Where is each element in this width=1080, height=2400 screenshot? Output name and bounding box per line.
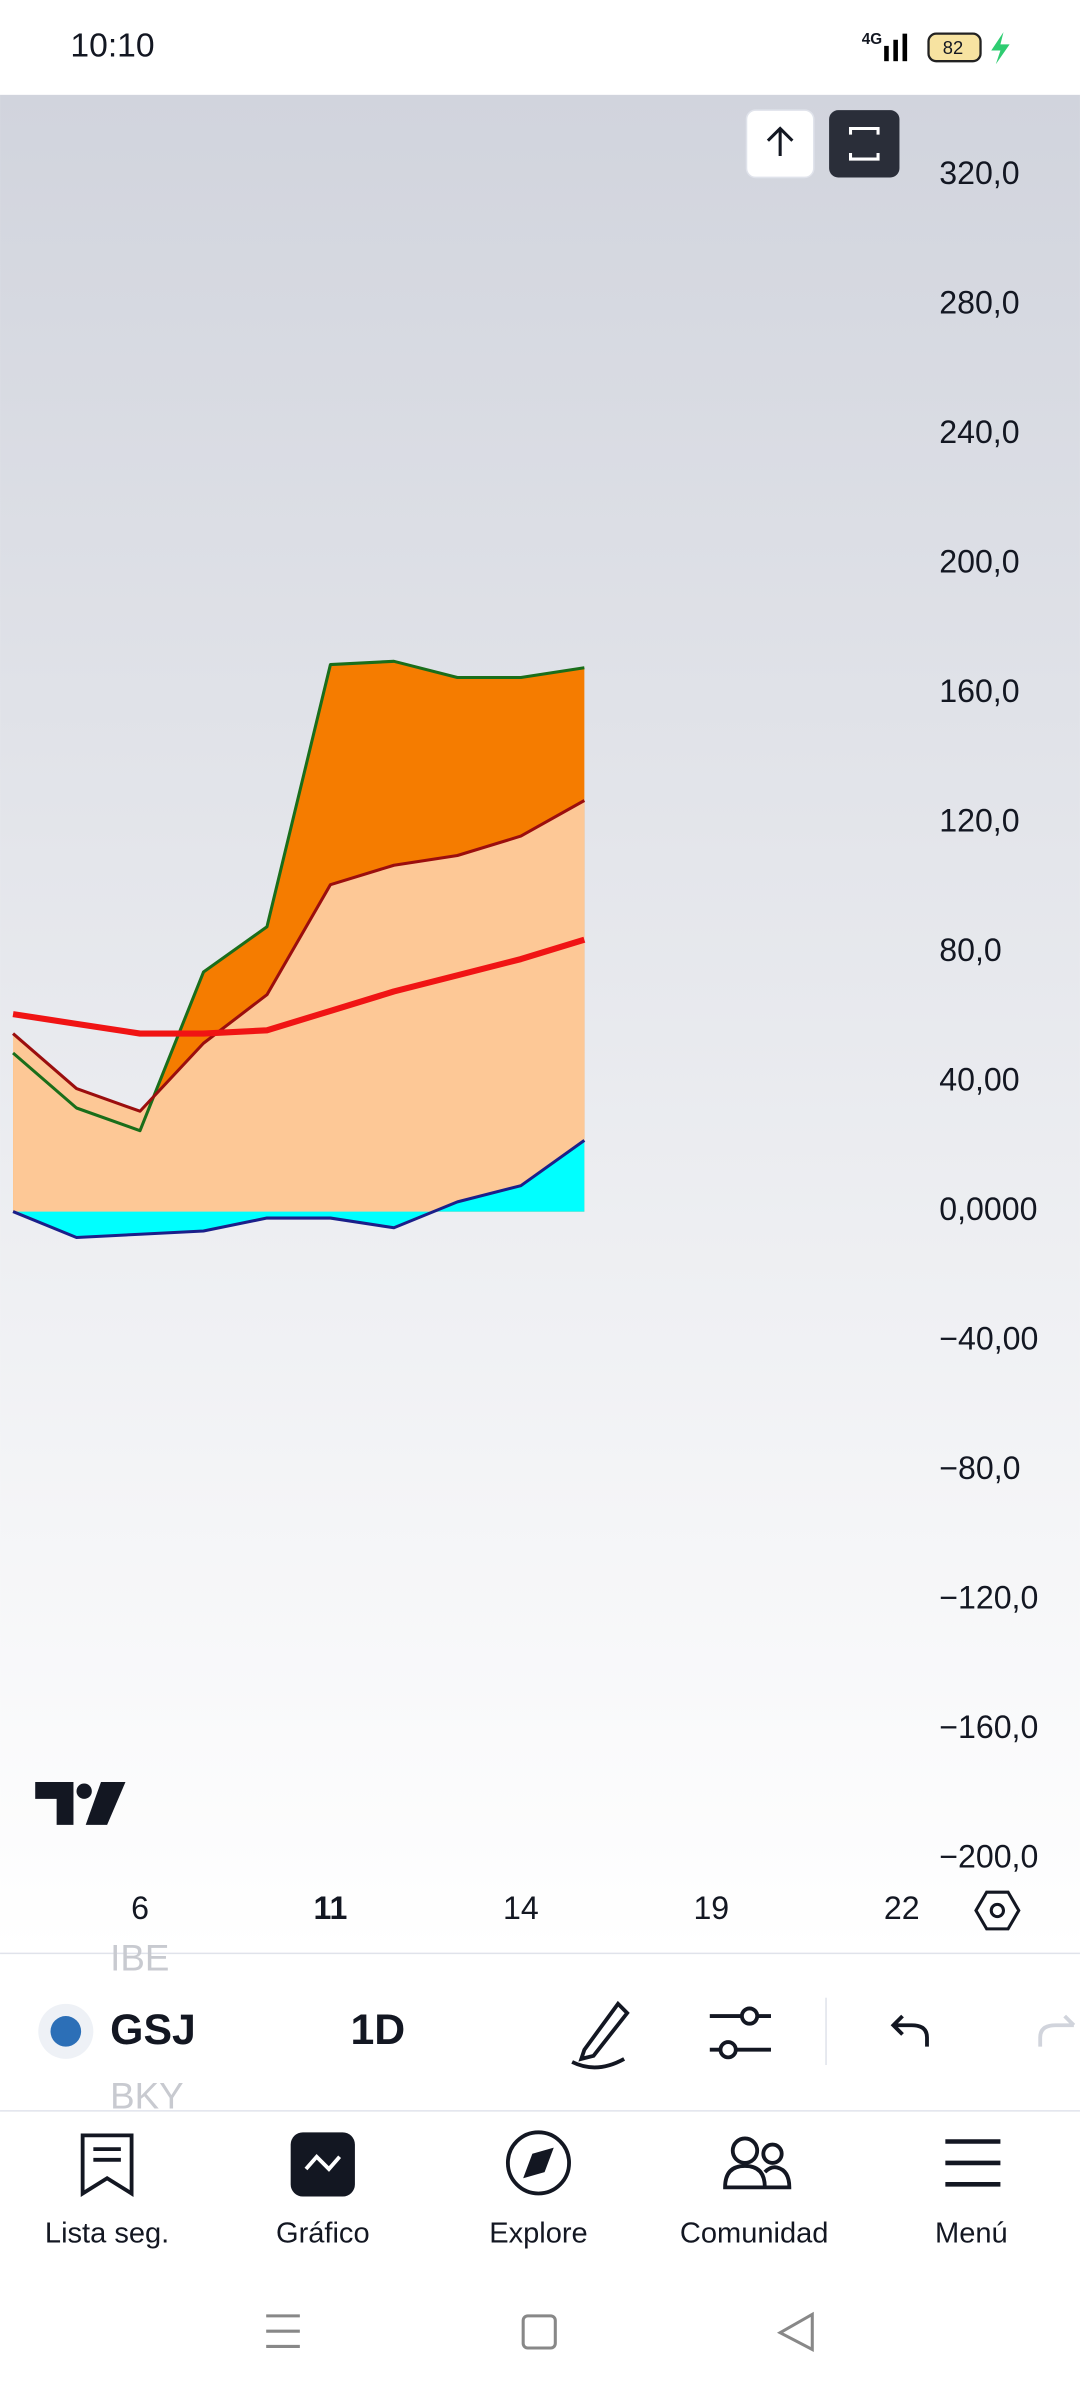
y-tick-label: 120,0 [939, 803, 1019, 839]
y-tick-label: 80,0 [939, 932, 1002, 968]
tradingview-logo [35, 1782, 126, 1825]
y-tick-label: 240,0 [939, 414, 1019, 450]
y-tick-label: 40,00 [939, 1062, 1019, 1098]
series-line [12, 1139, 586, 1240]
y-tick-label: −40,00 [939, 1321, 1038, 1357]
bottom-nav: Lista seg. Gráfico Explore Comunidad Menú [45, 2217, 1008, 2249]
y-tick-label: 200,0 [939, 544, 1019, 580]
previous-symbol[interactable]: IBE [110, 1938, 169, 1979]
fullscreen-button[interactable] [829, 110, 900, 178]
nav-label[interactable]: Comunidad [680, 2217, 829, 2249]
nav-label[interactable]: Explore [489, 2217, 588, 2249]
next-symbol[interactable]: BKY [110, 2075, 183, 2116]
x-tick-label: 6 [131, 1890, 149, 1926]
y-tick-label: 0,0000 [939, 1191, 1037, 1227]
x-tick-label: 14 [503, 1890, 539, 1926]
area-fill [13, 1140, 585, 1238]
arrow-icon [766, 126, 794, 157]
indicators-button[interactable] [709, 2006, 771, 2060]
series-line [12, 659, 585, 1133]
nav-icon-menu [945, 2139, 1001, 2187]
system-nav [266, 2311, 814, 2353]
nav-label[interactable]: Lista seg. [45, 2217, 169, 2249]
x-tick-label: 19 [693, 1890, 729, 1926]
symbol[interactable]: GSJ [110, 2006, 196, 2054]
status-bar [0, 0, 1080, 95]
nav-icon-community [723, 2136, 792, 2190]
battery [927, 32, 982, 63]
y-tick-label: 320,0 [939, 155, 1019, 191]
signal [884, 33, 908, 62]
nav-icon-explore [505, 2130, 571, 2196]
y-tick-label: 160,0 [939, 673, 1019, 709]
symbol-logo [50, 2016, 82, 2047]
nav-icon-watchlist [80, 2133, 134, 2197]
area-fill [13, 800, 585, 1212]
interval[interactable]: 1D [350, 2006, 405, 2054]
series-line [12, 799, 586, 1113]
network: 4G [862, 31, 882, 48]
chart-glyph [304, 2153, 342, 2172]
time: 10:10 [70, 27, 154, 64]
x-tick-label: 11 [313, 1890, 347, 1926]
y-tick-label: −120,0 [939, 1580, 1038, 1616]
y-tick-label: −200,0 [939, 1838, 1038, 1874]
y-tick-label: −160,0 [939, 1709, 1038, 1745]
undo-button[interactable] [890, 2014, 929, 2047]
plot: 320,0 280,0 240,0 200,0 160,0 120,0 80,0 40,00 0… [12, 155, 1038, 1926]
battery-level: 82 [943, 37, 963, 58]
x-tick-label: 22 [884, 1890, 920, 1926]
nav-label[interactable]: Menú [935, 2217, 1008, 2249]
redo-button[interactable] [1038, 2014, 1076, 2047]
chart-settings-button[interactable] [974, 1890, 1021, 1931]
charging-icon [991, 32, 1010, 65]
series-line [12, 936, 586, 1037]
fullscreen-icon [848, 126, 880, 161]
y-tick-label: 280,0 [939, 285, 1019, 321]
drawing-tool-button[interactable] [571, 2000, 630, 2070]
nav-label[interactable]: Gráfico [276, 2217, 370, 2249]
y-tick-label: −80,0 [939, 1450, 1020, 1486]
